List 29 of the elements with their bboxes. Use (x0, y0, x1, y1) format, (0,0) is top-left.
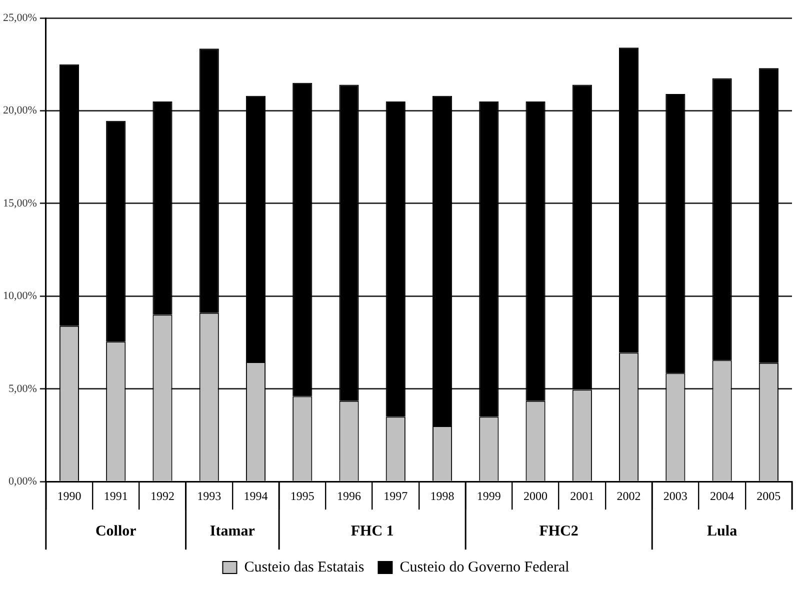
y-tick-label: 25,00% (2, 12, 37, 24)
x-tick-label: 2002 (616, 488, 641, 503)
legend-label: Custeio das Estatais (244, 559, 364, 576)
legend-label: Custeio do Governo Federal (400, 559, 570, 576)
x-tick-label: 2003 (663, 488, 688, 503)
text: Lula (707, 523, 738, 540)
x-tick-label: 2001 (570, 488, 594, 503)
x-tick-label: 1999 (476, 488, 501, 503)
x-tick-label: 1992 (150, 488, 174, 503)
x-tick-label: 1998 (430, 488, 454, 503)
x-tick-label: 1995 (290, 488, 314, 503)
text: Itamar (210, 523, 256, 540)
y-tick-label: 0,00% (8, 475, 37, 488)
text: Collor (95, 523, 137, 540)
y-tick-label: 20,00% (2, 104, 37, 117)
text: FHC 1 (350, 523, 394, 540)
text: FHC2 (539, 523, 578, 540)
x-tick-label: 1996 (337, 488, 362, 503)
x-tick-label: 1994 (244, 488, 268, 503)
x-tick-label: 2004 (710, 488, 734, 503)
x-tick-label: 1991 (104, 488, 128, 503)
y-tick-label: 15,00% (2, 197, 37, 210)
x-tick-label: 1993 (197, 488, 222, 503)
x-tick-label: 2005 (756, 488, 781, 503)
x-tick-label: 1990 (57, 488, 82, 503)
y-tick-label: 5,00% (8, 382, 37, 395)
y-tick-label: 10,00% (2, 290, 37, 302)
x-tick-label: 1997 (384, 488, 408, 503)
x-tick-label: 2000 (524, 488, 548, 503)
